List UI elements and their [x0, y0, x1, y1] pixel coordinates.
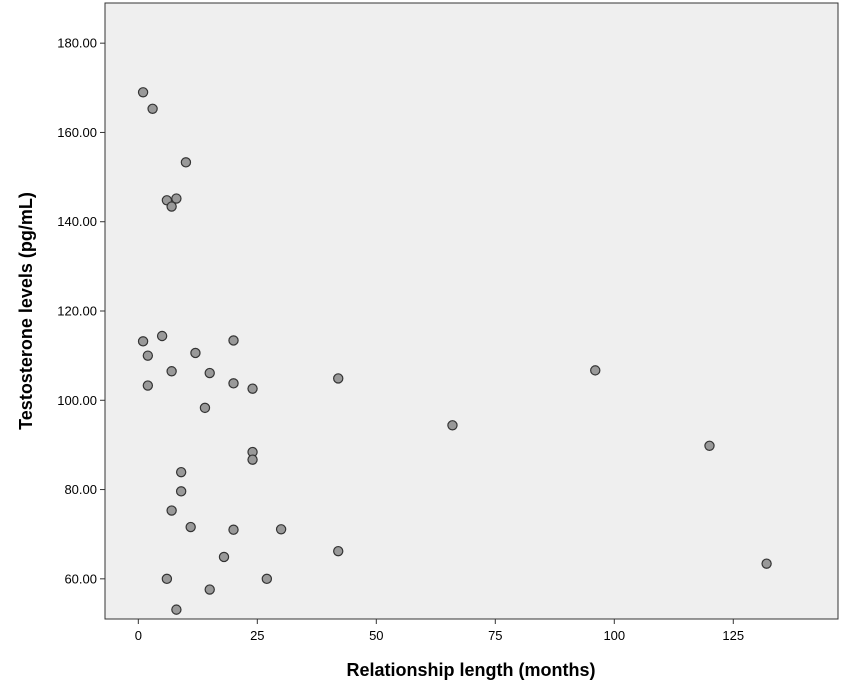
data-point — [333, 545, 344, 557]
data-point — [199, 402, 211, 414]
y-tick-label: 60.00 — [64, 571, 97, 586]
data-point — [161, 573, 173, 585]
data-point — [147, 103, 158, 114]
data-point — [204, 367, 215, 379]
data-point — [171, 193, 182, 204]
data-point — [142, 380, 154, 391]
x-tick-label: 125 — [722, 628, 744, 643]
data-point — [275, 524, 287, 535]
data-points — [137, 87, 772, 615]
data-point — [180, 157, 192, 168]
y-tick-label: 160.00 — [57, 125, 97, 140]
x-tick-label: 50 — [369, 628, 383, 643]
data-point — [761, 558, 772, 569]
x-axis-title: Relationship length (months) — [347, 660, 596, 680]
data-point — [175, 466, 187, 478]
data-point — [175, 486, 187, 497]
y-axis: 60.00 80.00 100.00 120.00 140.00 160.00 180.00 — [57, 36, 105, 586]
data-point — [228, 378, 239, 389]
y-tick-label: 80.00 — [64, 482, 97, 497]
x-tick-label: 0 — [135, 628, 142, 643]
data-point — [156, 330, 168, 342]
data-point — [333, 373, 344, 384]
data-point — [166, 505, 177, 516]
data-point — [704, 440, 715, 452]
y-tick-label: 140.00 — [57, 214, 97, 229]
data-point — [137, 87, 149, 98]
data-point — [247, 383, 258, 394]
data-point — [204, 584, 215, 595]
data-point — [190, 347, 201, 359]
data-point — [218, 551, 230, 563]
y-axis-title: Testosterone levels (pg/mL) — [16, 192, 36, 430]
data-point — [228, 524, 239, 535]
data-point — [171, 604, 182, 615]
data-point — [261, 573, 273, 585]
data-point — [185, 521, 196, 533]
plot-area — [104, 2, 839, 620]
data-point — [228, 335, 239, 346]
data-point — [142, 350, 154, 361]
x-axis: 0 25 50 75 100 125 — [135, 619, 744, 643]
data-point — [590, 365, 601, 376]
y-tick-label: 120.00 — [57, 304, 97, 319]
data-point — [247, 454, 258, 465]
y-tick-label: 180.00 — [57, 36, 97, 51]
data-point — [166, 366, 177, 377]
x-tick-label: 25 — [250, 628, 264, 643]
x-tick-label: 75 — [488, 628, 502, 643]
data-point — [166, 201, 177, 212]
data-point — [447, 420, 458, 431]
x-tick-label: 100 — [603, 628, 625, 643]
data-point — [137, 336, 149, 347]
y-tick-label: 100.00 — [57, 393, 97, 408]
